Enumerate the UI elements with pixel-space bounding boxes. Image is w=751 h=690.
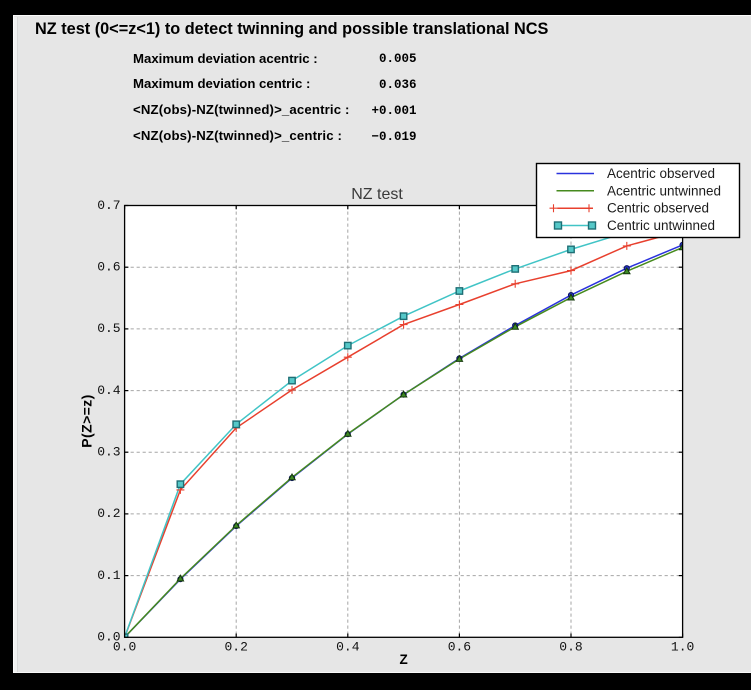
svg-text:0.0: 0.0 xyxy=(97,630,120,645)
svg-text:0.7: 0.7 xyxy=(97,198,120,213)
svg-text:0.4: 0.4 xyxy=(97,383,121,398)
svg-text:Acentric untwinned: Acentric untwinned xyxy=(607,183,721,198)
svg-text:0.2: 0.2 xyxy=(97,506,120,521)
svg-text:0.2: 0.2 xyxy=(224,639,247,654)
svg-text:Acentric observed: Acentric observed xyxy=(607,166,715,181)
svg-text:P(Z>=z): P(Z>=z) xyxy=(79,394,95,447)
svg-text:0.3: 0.3 xyxy=(97,445,120,460)
svg-text:Centric observed: Centric observed xyxy=(607,201,709,216)
svg-text:0.1: 0.1 xyxy=(97,568,121,583)
svg-text:0.5: 0.5 xyxy=(97,321,120,336)
svg-text:Centric untwinned: Centric untwinned xyxy=(607,218,715,233)
svg-text:0.8: 0.8 xyxy=(559,639,582,654)
svg-text:0.4: 0.4 xyxy=(336,639,360,654)
svg-text:0.6: 0.6 xyxy=(448,639,471,654)
svg-text:0.0: 0.0 xyxy=(113,639,136,654)
svg-text:1.0: 1.0 xyxy=(671,639,694,654)
svg-text:0.6: 0.6 xyxy=(97,260,120,275)
